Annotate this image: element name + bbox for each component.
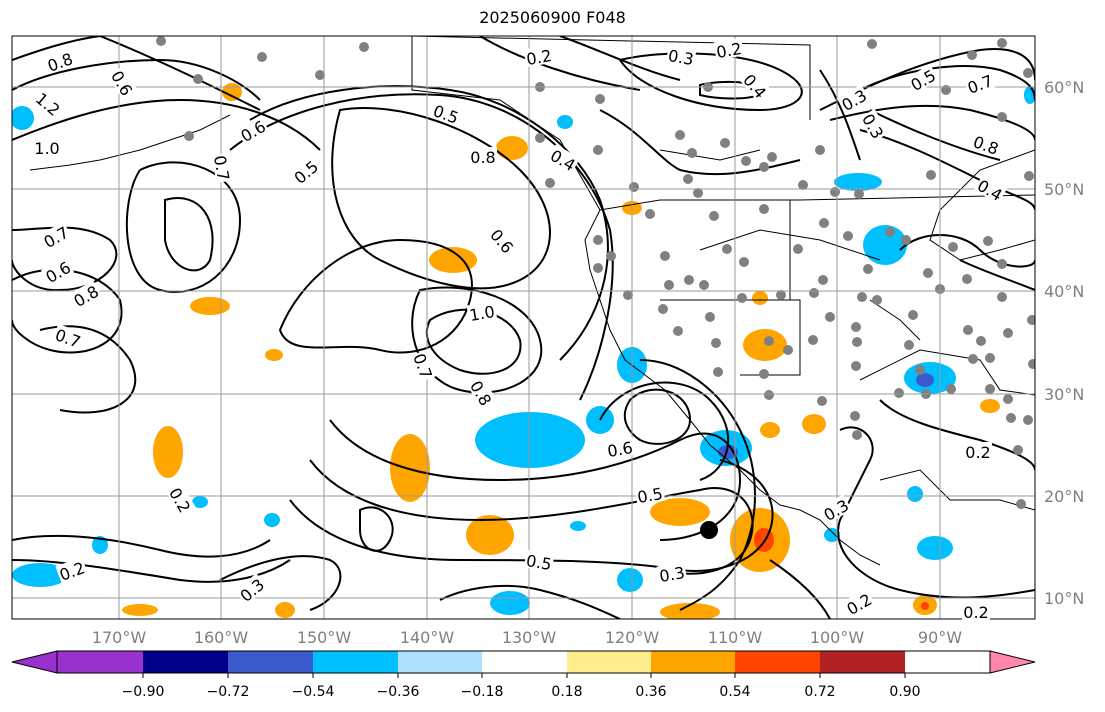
map-title: 2025060900 F048 (479, 8, 626, 27)
colorbar-tick-label: 0.36 (635, 684, 666, 700)
contour-label: 0.3 (658, 563, 686, 586)
contour-label: 0.5 (636, 484, 664, 507)
contour-label: 0.2 (715, 39, 743, 62)
map-area (12, 36, 1035, 619)
colorbar-segment (482, 651, 567, 673)
contour-label: 0.2 (525, 46, 553, 69)
longitude-labels: 170°W 160°W 150°W 140°W 130°W 120°W 110°W 100°W… (92, 628, 962, 647)
colorbar-tick-label: −0.54 (292, 684, 335, 700)
colorbar-segment (567, 651, 651, 673)
latitude-tick-label: 40°N (1044, 282, 1084, 301)
contour-label: 1.0 (468, 302, 496, 325)
contour-label: 0.7 (210, 154, 233, 182)
latitude-tick-label: 10°N (1044, 589, 1084, 608)
latitude-tick-label: 30°N (1044, 385, 1084, 404)
latitude-tick-label: 50°N (1044, 180, 1084, 199)
colorbar-tick-label: 0.54 (719, 684, 750, 700)
storm-center-marker (700, 521, 718, 539)
colorbar-tick-label: −0.18 (461, 684, 504, 700)
contour-label: 0.2 (963, 603, 988, 622)
colorbar-segment (228, 651, 313, 673)
colorbar-segment (398, 651, 482, 673)
colorbar-extend-min (11, 650, 58, 674)
longitude-tick-label: 120°W (605, 628, 660, 647)
colorbar-segment (313, 651, 398, 673)
colorbar-segment (735, 651, 820, 673)
colorbar-tick-label: 0.18 (551, 684, 582, 700)
longitude-tick-label: 160°W (194, 628, 249, 647)
contour-label: 0.8 (470, 148, 495, 167)
contour-lines (12, 36, 1035, 619)
graticule (12, 36, 1035, 619)
colorbar-segment (143, 651, 228, 673)
colorbar-extend-max (989, 650, 1036, 674)
map-frame (11, 35, 1036, 620)
contour-label: 0.6 (606, 438, 634, 461)
contour-label: 0.2 (965, 443, 990, 462)
colorbar-tick-label: 0.72 (804, 684, 835, 700)
shaded-anomaly-regions (12, 83, 1035, 619)
latitude-tick-label: 60°N (1044, 78, 1084, 97)
colorbar-tick-label: −0.36 (377, 684, 420, 700)
latitude-tick-label: 20°N (1044, 487, 1084, 506)
longitude-tick-label: 130°W (502, 628, 557, 647)
colorbar-tick-label: 0.90 (889, 684, 920, 700)
contour-label: 0.5 (525, 551, 553, 574)
longitude-tick-label: 110°W (708, 628, 763, 647)
colorbar-tick-labels: −0.90 −0.72 −0.54 −0.36 −0.18 0.18 0.36 0.54 0.7… (122, 673, 921, 700)
colorbar-segment (57, 651, 143, 673)
latitude-labels: 60°N 50°N 40°N 30°N 20°N 10°N (1044, 78, 1084, 608)
contour-label: 0.3 (667, 46, 695, 69)
longitude-tick-label: 140°W (400, 628, 455, 647)
longitude-tick-label: 150°W (297, 628, 352, 647)
longitude-tick-label: 90°W (918, 628, 962, 647)
colorbar-tick-label: −0.72 (207, 684, 250, 700)
longitude-tick-label: 170°W (92, 628, 147, 647)
colorbar-segment (651, 651, 735, 673)
longitude-tick-label: 100°W (810, 628, 865, 647)
colorbar-tick-label: −0.90 (122, 684, 165, 700)
contour-label: 1.0 (34, 139, 59, 158)
colorbar (11, 650, 1036, 674)
colorbar-segment (820, 651, 905, 673)
